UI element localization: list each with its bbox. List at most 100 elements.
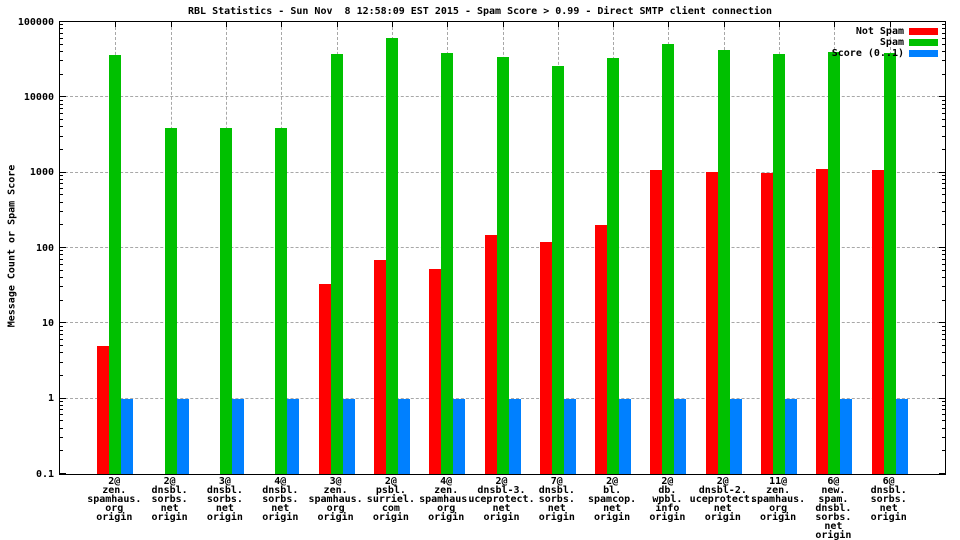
bar-not-spam: [705, 172, 718, 474]
plot-area: 100000 10000 1000 100 10 1 0.1 Not Spam Spam Scor…: [18, 17, 946, 480]
legend-label: Not Spam: [855, 25, 904, 37]
y-minor-tick: [60, 194, 63, 196]
y-minor-tick: [60, 258, 63, 260]
bar-score-0-1: [619, 398, 632, 474]
bar-not-spam: [484, 234, 497, 474]
x-tick: [834, 22, 836, 27]
y-minor-tick: [60, 32, 63, 34]
y-minor-tick: [60, 135, 63, 137]
y-minor-tick: [60, 175, 63, 177]
y-minor-tick: [942, 254, 945, 256]
x-tick: [779, 22, 781, 27]
bar-score-0-1: [397, 398, 410, 474]
x-category-label: 7@ dnsbl. sorbs. net origin: [538, 476, 575, 523]
legend-item-spam: Spam: [832, 37, 938, 48]
y-minor-tick: [60, 299, 63, 301]
bar-spam: [607, 58, 620, 474]
y-major-tick: [60, 21, 66, 22]
y-tick-label: 10: [41, 317, 54, 329]
y-minor-tick: [60, 43, 63, 45]
y-minor-tick: [60, 329, 63, 331]
bar-spam: [219, 128, 232, 474]
y-minor-tick: [942, 334, 945, 335]
bar-not-spam: [539, 242, 552, 474]
bar-spam: [883, 52, 896, 474]
y-minor-tick: [942, 409, 945, 411]
y-major-tick: [60, 171, 66, 173]
y-minor-tick: [942, 194, 945, 196]
y-minor-tick: [942, 375, 945, 376]
legend-item-not-spam: Not Spam: [832, 26, 938, 37]
y-minor-tick: [942, 427, 945, 429]
y-minor-tick: [60, 325, 63, 327]
y-minor-tick: [942, 258, 945, 260]
y-minor-tick: [60, 345, 63, 346]
bar-score-0-1: [895, 398, 908, 474]
bar-not-spam: [318, 284, 331, 474]
x-tick: [447, 22, 449, 27]
x-tick: [668, 22, 670, 27]
x-category-label: 4@ zen. spamhaus. org origin: [419, 476, 474, 523]
y-minor-tick: [942, 414, 945, 416]
y-minor-tick: [60, 450, 63, 452]
score-0-1-swatch: [909, 50, 938, 57]
y-minor-tick: [942, 269, 945, 271]
bar-spam: [551, 66, 564, 474]
y-minor-tick: [942, 179, 945, 180]
y-minor-tick: [942, 113, 945, 114]
y-minor-tick: [942, 103, 945, 105]
bar-spam: [717, 49, 730, 474]
y-minor-tick: [60, 24, 63, 26]
x-category-label: 2@ dnsbl. sorbs. net origin: [151, 476, 188, 523]
bar-spam: [164, 128, 177, 474]
x-axis-labels: 2@ zen. spamhaus. org origin 2@ dnsbl. so…: [59, 477, 944, 540]
y-minor-tick: [60, 99, 63, 101]
y-minor-tick: [60, 269, 63, 271]
y-minor-tick: [942, 201, 945, 203]
bar-spam: [275, 128, 288, 474]
y-major-tick: [60, 473, 66, 474]
bar-score-0-1: [176, 398, 189, 474]
y-minor-tick: [942, 329, 945, 331]
y-minor-tick: [942, 108, 945, 109]
y-minor-tick: [60, 405, 63, 406]
x-tick: [889, 22, 891, 27]
bar-score-0-1: [729, 398, 742, 474]
y-major-tick: [939, 322, 945, 324]
bar-score-0-1: [231, 398, 244, 474]
x-category-label: 3@ dnsbl. sorbs. net origin: [206, 476, 243, 523]
bar-score-0-1: [563, 398, 576, 474]
y-minor-tick: [942, 325, 945, 327]
y-tick-label: 1000: [29, 167, 54, 179]
y-axis-label: Message Count or Spam Score: [6, 164, 18, 328]
bar-not-spam: [373, 259, 386, 474]
bar-spam: [496, 57, 509, 474]
x-tick: [557, 22, 559, 27]
x-tick: [115, 22, 117, 27]
y-major-tick: [939, 21, 945, 22]
legend-label: Spam: [879, 36, 904, 48]
y-minor-tick: [60, 375, 63, 376]
x-category-label: 2@ dnsbl-3. uceprotect. net origin: [468, 476, 535, 523]
bar-spam: [385, 37, 398, 474]
y-minor-tick: [60, 339, 63, 340]
x-category-label: 4@ dnsbl. sorbs. net origin: [262, 476, 299, 523]
y-minor-tick: [60, 201, 63, 203]
bar-score-0-1: [508, 398, 521, 474]
x-category-label: 2@ psbl. surriel. com origin: [366, 476, 415, 523]
y-minor-tick: [942, 405, 945, 406]
y-minor-tick: [942, 361, 945, 363]
x-category-label: 2@ dnsbl-2. uceprotect. net origin: [689, 476, 756, 523]
x-category-label: 2@ bl. spamcop. net origin: [588, 476, 637, 523]
bar-spam: [773, 53, 786, 474]
bar-spam: [662, 44, 675, 474]
y-minor-tick: [60, 108, 63, 109]
y-minor-tick: [60, 437, 63, 439]
x-tick: [336, 22, 338, 27]
y-tick-label: 100: [35, 242, 54, 254]
y-minor-tick: [942, 32, 945, 34]
x-tick: [502, 22, 504, 27]
y-minor-tick: [60, 28, 63, 30]
y-minor-tick: [942, 43, 945, 45]
